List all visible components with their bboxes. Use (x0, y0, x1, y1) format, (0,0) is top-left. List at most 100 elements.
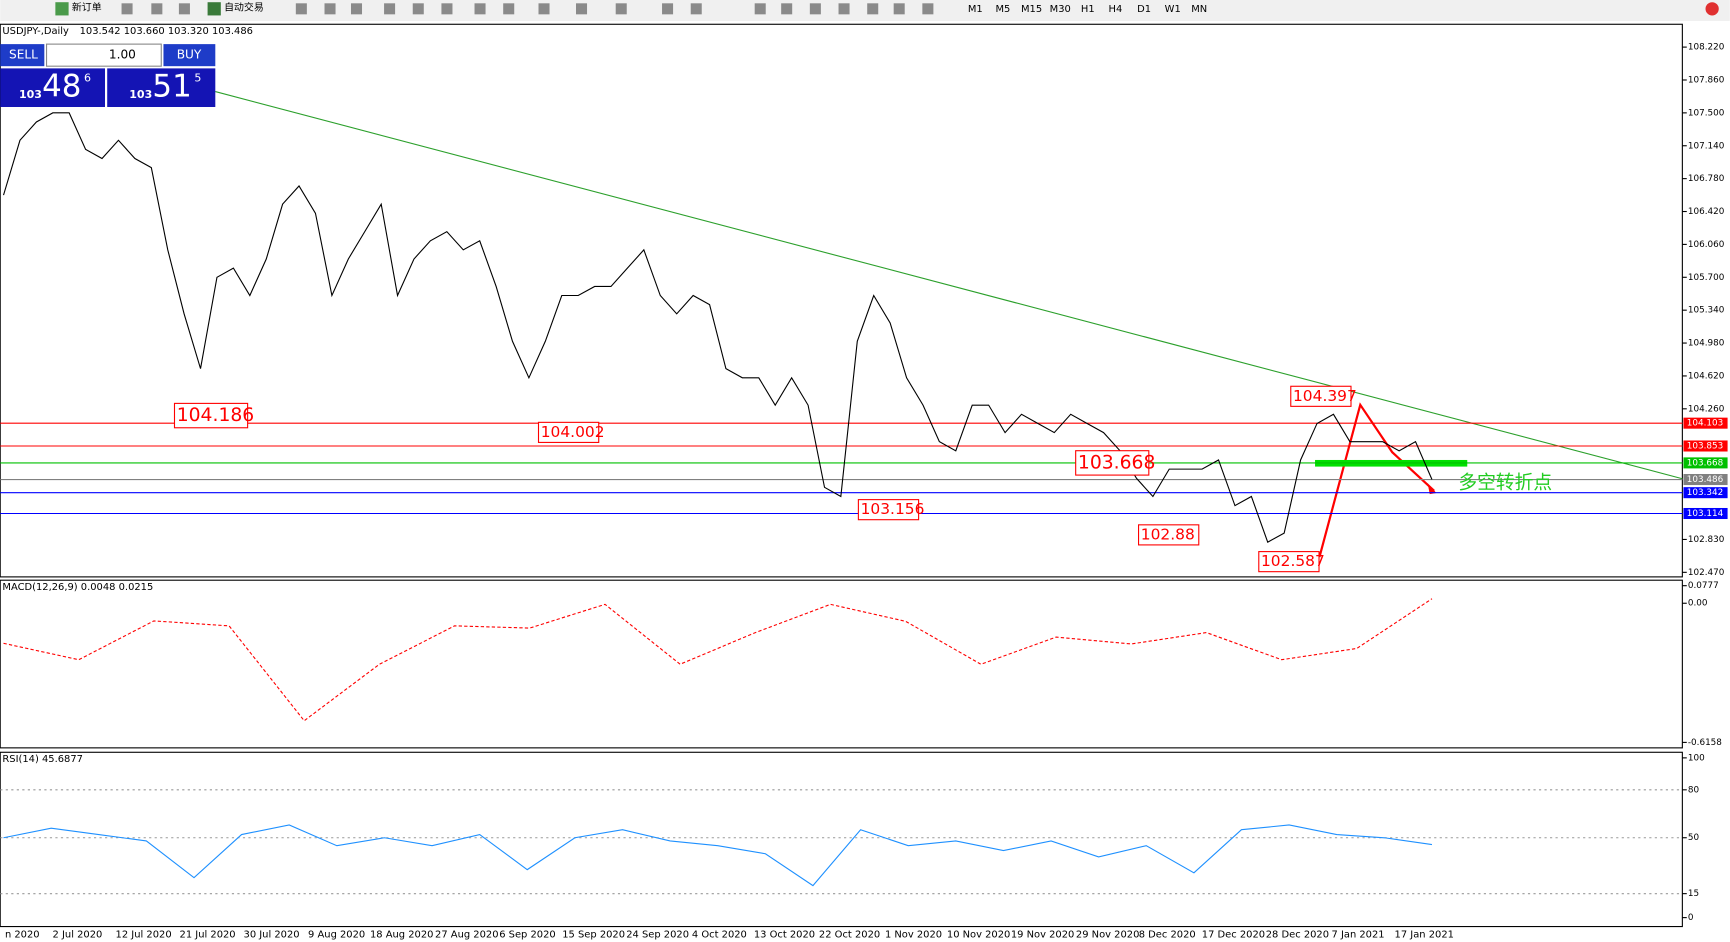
button-new-order[interactable]: 新订单 (72, 1, 102, 14)
price-annotation-box (1258, 551, 1320, 573)
y-tick-label: -0.6158 (1688, 738, 1722, 748)
y-tick-label: 0.0777 (1688, 581, 1719, 591)
arrow-head (1427, 483, 1437, 495)
price-annotation: 104.397 (1293, 387, 1357, 405)
timeframe-button[interactable]: H1 (1081, 4, 1095, 15)
price-annotation: 103.668 (1078, 452, 1156, 473)
x-tick-label: 2 Jul 2020 (53, 929, 103, 940)
y-tick-label: 105.700 (1688, 273, 1725, 283)
x-tick-label: 13 Oct 2020 (754, 929, 815, 940)
main-panel (0, 23, 1683, 578)
price-annotation: 103.156 (861, 500, 925, 518)
series-line (2, 112, 1433, 543)
y-tick-label: 100 (1688, 753, 1705, 763)
button-auto-trade[interactable]: 自动交易 (224, 1, 264, 14)
price-level-tag (1683, 457, 1728, 469)
price-annotation-box (1138, 524, 1200, 546)
sell-price-box[interactable] (0, 68, 106, 107)
sell-price-main: 48 (42, 69, 81, 105)
timeframe-button[interactable]: M1 (968, 4, 983, 15)
timeframe-button[interactable]: M15 (1021, 4, 1042, 15)
timeframe-button[interactable]: M5 (995, 4, 1010, 15)
x-tick-label: 17 Jan 2021 (1395, 929, 1454, 940)
panel-title: RSI(14) 45.6877 (2, 754, 83, 765)
price-annotation: 102.88 (1141, 525, 1195, 543)
toolbar (0, 0, 1730, 21)
x-tick-label: 27 Aug 2020 (435, 929, 498, 940)
panel-subtitle: 103.542 103.660 103.320 103.486 (80, 26, 253, 37)
price-level-label: 103.342 (1687, 488, 1723, 498)
x-tick-label: 30 Jul 2020 (244, 929, 300, 940)
chart-note: 多空转折点 (1458, 472, 1552, 494)
price-annotation-box (1290, 385, 1352, 407)
timeframe-button[interactable]: MN (1191, 4, 1207, 15)
y-tick-label: 104.260 (1688, 404, 1725, 414)
buy-label: BUY (177, 48, 202, 62)
timeframes: M1 M5 M15 M30 H1 H4 D1 W1 MN (968, 4, 1207, 15)
arrow-path (1318, 402, 1435, 558)
timeframe-button[interactable]: H4 (1109, 4, 1123, 15)
price-level-label: 103.486 (1687, 475, 1724, 485)
y-tick-label: 50 (1688, 833, 1700, 843)
alert-icon[interactable] (1705, 2, 1719, 16)
price-level-label: 103.853 (1687, 441, 1723, 451)
x-tick-label: 12 Jul 2020 (116, 929, 172, 940)
buy-price-big: 103 (129, 88, 152, 101)
price-annotation: 102.587 (1261, 552, 1325, 570)
buy-price-main: 51 (152, 69, 191, 105)
series-line (3, 824, 1433, 887)
lot-value: 1.00 (109, 48, 136, 62)
price-annotation-box (173, 402, 249, 429)
price-annotation: 104.002 (541, 423, 605, 441)
sell-button[interactable] (0, 44, 45, 67)
price-level-label: 103.668 (1687, 458, 1723, 468)
y-tick-label: 106.060 (1688, 240, 1725, 250)
x-tick-label: 18 Aug 2020 (370, 929, 433, 940)
rsi-panel (0, 751, 1683, 928)
icon[interactable] (55, 2, 69, 16)
price-annotation: 104.186 (177, 405, 255, 426)
y-tick-label: 0 (1688, 913, 1694, 923)
y-tick-label: 106.420 (1688, 207, 1725, 217)
buy-price-box[interactable] (107, 68, 216, 107)
icon[interactable] (207, 2, 221, 16)
x-tick-label: 24 Sep 2020 (626, 929, 689, 940)
trendline (215, 91, 1683, 480)
x-tick-label: 19 Nov 2020 (1011, 929, 1074, 940)
y-tick-label: 105.340 (1688, 306, 1725, 316)
x-tick-label: 15 Sep 2020 (562, 929, 625, 940)
x-tick-label: 21 Jul 2020 (180, 929, 236, 940)
y-tick-label: 106.780 (1688, 174, 1725, 184)
toolbar-icons (121, 3, 934, 15)
price-level-label: 104.103 (1687, 419, 1723, 429)
panel-title: MACD(12,26,9) 0.0048 0.0215 (2, 582, 153, 593)
buy-button[interactable] (163, 44, 216, 67)
y-tick-label: 107.500 (1688, 108, 1725, 118)
x-tick-label: 1 Nov 2020 (885, 929, 942, 940)
x-tick-label: 8 Dec 2020 (1139, 929, 1196, 940)
timeframe-button[interactable]: M30 (1050, 4, 1071, 15)
timeframe-button[interactable]: W1 (1165, 4, 1181, 15)
sell-price-sup: 6 (84, 71, 91, 84)
sell-label: SELL (9, 48, 38, 62)
price-level-tag (1683, 417, 1728, 429)
x-tick-label: n 2020 (5, 929, 40, 940)
timeframe-button[interactable]: D1 (1137, 4, 1151, 15)
y-tick-label: 102.830 (1688, 535, 1725, 545)
lot-input[interactable] (45, 43, 162, 67)
y-tick-label: 0.00 (1688, 599, 1708, 609)
y-tick-label: 104.980 (1688, 339, 1725, 349)
y-tick-label: 107.860 (1688, 75, 1725, 85)
price-annotation-box (1075, 450, 1150, 476)
x-tick-label: 9 Aug 2020 (308, 929, 365, 940)
y-tick-label: 108.220 (1688, 43, 1725, 53)
sell-price-big: 103 (19, 88, 42, 101)
y-tick-label: 104.620 (1688, 371, 1725, 381)
x-tick-label: 6 Sep 2020 (499, 929, 555, 940)
price-annotation-box (857, 499, 920, 521)
panel-title: USDJPY-,Daily (2, 26, 69, 37)
x-tick-label: 17 Dec 2020 (1202, 929, 1265, 940)
price-level-tag (1683, 487, 1728, 499)
